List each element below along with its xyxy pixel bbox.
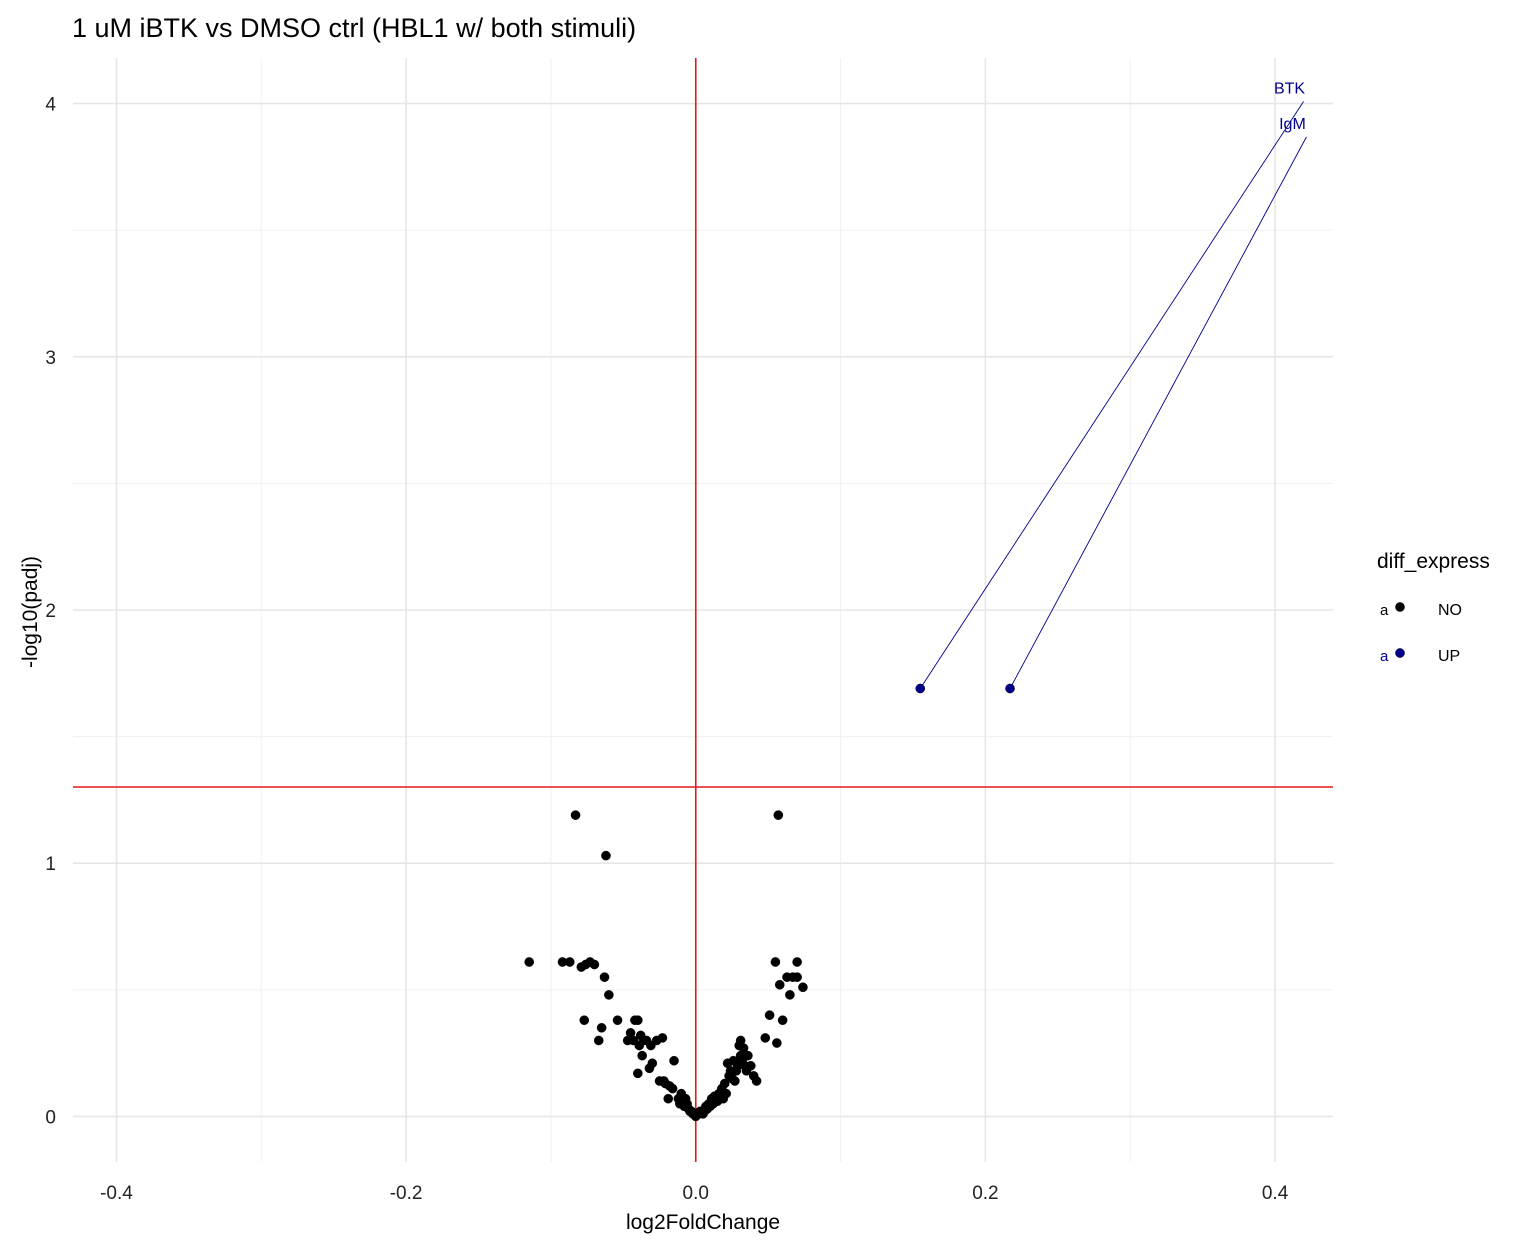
annotation-label-btk: BTK (1274, 80, 1305, 97)
point-no (764, 1010, 775, 1020)
x-tick-label: 0.4 (1262, 1183, 1289, 1204)
point-up (915, 683, 926, 694)
x-tick-label: -0.4 (100, 1183, 133, 1204)
x-axis-ticks: -0.4 -0.2 0.0 0.2 0.4 (100, 1183, 1289, 1204)
point-no (579, 1015, 590, 1026)
y-tick-label: 4 (45, 95, 56, 116)
point-no (743, 1050, 753, 1061)
point-no (633, 1068, 643, 1079)
point-no (564, 957, 575, 967)
point-no (730, 1076, 740, 1086)
y-tick-label: 0 (45, 1107, 56, 1128)
legend-label-no: NO (1438, 602, 1462, 619)
data-points (524, 683, 1015, 1122)
annotation-connectors (919, 101, 1307, 689)
point-no (745, 1060, 756, 1071)
point-no (785, 990, 795, 1000)
x-axis-label: log2FoldChange (626, 1211, 780, 1234)
y-axis-ticks: 0 1 2 3 4 (45, 95, 56, 1129)
point-no (593, 1035, 604, 1046)
y-tick-label: 3 (45, 348, 56, 369)
point-no (612, 1015, 623, 1026)
legend-key-point (1395, 602, 1405, 612)
point-no (774, 979, 785, 990)
point-up (1005, 683, 1015, 694)
point-no (669, 1055, 679, 1066)
point-no (773, 810, 784, 820)
point-no (599, 972, 610, 982)
y-tick-label: 2 (45, 601, 56, 622)
point-no (760, 1033, 771, 1043)
point-no (792, 957, 802, 967)
point-no (719, 1078, 730, 1089)
point-no (792, 972, 802, 982)
point-no (777, 1015, 788, 1026)
annotation-connector (1009, 136, 1307, 689)
point-no (524, 957, 535, 967)
point-no (657, 1033, 668, 1043)
legend: diff_express a NO a UP (1377, 550, 1490, 665)
point-no (721, 1088, 731, 1099)
point-no (647, 1058, 658, 1069)
x-tick-label: 0.0 (683, 1183, 709, 1204)
point-no (667, 1083, 678, 1094)
point-no (751, 1076, 762, 1086)
x-tick-label: 0.2 (972, 1183, 998, 1204)
point-no (604, 990, 614, 1000)
legend-key-glyph: a (1380, 648, 1389, 665)
legend-label-up: UP (1438, 648, 1460, 665)
point-no (663, 1093, 674, 1104)
point-no (601, 850, 611, 861)
legend-key-point (1395, 648, 1405, 658)
point-no (772, 1038, 782, 1048)
point-no (798, 982, 808, 993)
y-tick-label: 1 (45, 854, 56, 875)
point-no (770, 957, 781, 967)
legend-entries: a NO a UP (1380, 602, 1462, 665)
point-no (570, 810, 581, 820)
point-no (596, 1022, 607, 1033)
minor-gridlines (73, 58, 1333, 1162)
x-tick-label: -0.2 (390, 1183, 423, 1204)
major-gridlines (73, 58, 1333, 1162)
annotation-connector (919, 101, 1304, 689)
reference-lines (73, 58, 1333, 1162)
legend-title: diff_express (1377, 550, 1490, 573)
point-no (738, 1043, 749, 1053)
chart-title: 1 uM iBTK vs DMSO ctrl (HBL1 w/ both sti… (72, 13, 636, 43)
point-no (589, 959, 600, 970)
y-axis-label: -log10(padj) (19, 556, 42, 668)
annotation-label-igm: IgM (1279, 116, 1306, 133)
point-no (633, 1015, 643, 1026)
annotation-labels: BTK IgM (1274, 80, 1306, 132)
legend-key-glyph: a (1380, 602, 1389, 619)
point-no (637, 1050, 647, 1061)
